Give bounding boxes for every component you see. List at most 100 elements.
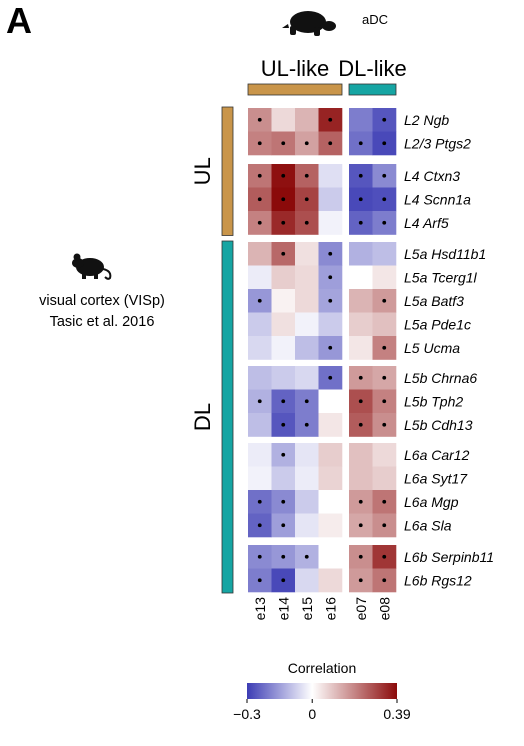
heatmap-cell — [372, 265, 397, 290]
column-group-bar — [348, 83, 397, 96]
heatmap-cell — [295, 108, 319, 132]
significance-dot — [382, 399, 387, 404]
heatmap-cell — [349, 312, 373, 337]
significance-dot — [257, 298, 262, 303]
heatmap-cell — [318, 568, 343, 593]
significance-dot — [358, 399, 363, 404]
heatmap-cell — [349, 265, 373, 290]
species-label: aDC — [362, 12, 389, 27]
row-label: L4 Ctxn3 — [404, 168, 460, 184]
heatmap-cell — [295, 443, 319, 467]
significance-dot — [257, 554, 262, 559]
heatmap-cell — [295, 366, 319, 390]
heatmap-cell — [318, 513, 343, 538]
significance-dot — [328, 117, 333, 122]
panel-letter: A — [6, 0, 32, 41]
significance-dot — [358, 220, 363, 225]
significance-dot — [358, 578, 363, 583]
significance-dot — [382, 141, 387, 146]
significance-dot — [382, 173, 387, 178]
significance-dot — [281, 554, 286, 559]
column-label: e08 — [376, 597, 392, 621]
significance-dot — [382, 422, 387, 427]
significance-dot — [358, 197, 363, 202]
significance-dot — [281, 220, 286, 225]
heatmap-cell — [271, 336, 296, 360]
heatmap-cell — [248, 366, 272, 390]
heatmap-cell — [248, 242, 272, 266]
heatmap-cell — [248, 336, 272, 360]
heatmap-cell — [318, 490, 343, 514]
row-label: L6b Serpinb11 — [404, 549, 494, 565]
significance-dot — [382, 499, 387, 504]
row-label: L4 Scnn1a — [404, 191, 471, 207]
heatmap-cell — [349, 289, 373, 313]
significance-dot — [328, 375, 333, 380]
significance-dot — [382, 554, 387, 559]
significance-dot — [257, 499, 262, 504]
row-group-label: UL — [190, 157, 215, 185]
significance-dot — [358, 141, 363, 146]
significance-dot — [382, 197, 387, 202]
significance-dot — [358, 173, 363, 178]
significance-dot — [257, 117, 262, 122]
significance-dot — [281, 452, 286, 457]
heatmap-cell — [248, 443, 272, 467]
heatmap-cell — [318, 187, 343, 212]
heatmap-cell — [271, 108, 296, 132]
significance-dot — [358, 523, 363, 528]
significance-dot — [382, 523, 387, 528]
significance-dot — [257, 197, 262, 202]
heatmap-cell — [349, 108, 373, 132]
significance-dot — [358, 375, 363, 380]
significance-dot — [281, 422, 286, 427]
legend-tick-label: −0.3 — [233, 706, 261, 722]
significance-dot — [281, 399, 286, 404]
significance-dot — [257, 523, 262, 528]
row-label: L2 Ngb — [404, 112, 449, 128]
heatmap-cell — [318, 413, 343, 437]
significance-dot — [358, 554, 363, 559]
heatmap-cell — [372, 242, 397, 266]
significance-dot — [281, 141, 286, 146]
column-label: e14 — [275, 597, 291, 621]
row-label: L5a Tcerg1l — [404, 269, 478, 285]
row-label: L5b Chrna6 — [404, 370, 477, 386]
source-line-1: visual cortex (VISp) — [39, 293, 165, 309]
row-label: L4 Arf5 — [404, 215, 449, 231]
heatmap-cell — [318, 211, 343, 235]
significance-dot — [304, 141, 309, 146]
heatmap-cell — [295, 568, 319, 593]
significance-dot — [281, 173, 286, 178]
heatmap-cell — [318, 164, 343, 188]
row-label: L5b Cdh13 — [404, 417, 473, 433]
heatmap-cell — [372, 443, 397, 467]
significance-dot — [328, 141, 333, 146]
significance-dot — [358, 499, 363, 504]
heatmap-cell — [318, 312, 343, 337]
significance-dot — [304, 422, 309, 427]
heatmap-cell — [271, 366, 296, 390]
heatmap-cell — [271, 289, 296, 313]
significance-dot — [304, 399, 309, 404]
heatmap-cell — [295, 490, 319, 514]
row-label: L5a Pde1c — [404, 316, 471, 332]
significance-dot — [257, 399, 262, 404]
row-group-bar — [221, 240, 234, 594]
heatmap-cell — [318, 545, 343, 569]
significance-dot — [257, 578, 262, 583]
heatmap-cell — [295, 289, 319, 313]
heatmap-cell — [295, 242, 319, 266]
row-label: L5 Ucma — [404, 340, 460, 356]
row-group-label: DL — [190, 403, 215, 431]
significance-dot — [281, 197, 286, 202]
source-line-2: Tasic et al. 2016 — [49, 314, 155, 330]
row-label: L6a Sla — [404, 517, 452, 533]
heatmap-cell — [349, 242, 373, 266]
column-group-label: DL-like — [338, 56, 406, 81]
row-label: L2/3 Ptgs2 — [404, 135, 471, 151]
row-label: L6a Syt17 — [404, 470, 468, 486]
significance-dot — [328, 251, 333, 256]
heatmap-cell — [295, 336, 319, 360]
